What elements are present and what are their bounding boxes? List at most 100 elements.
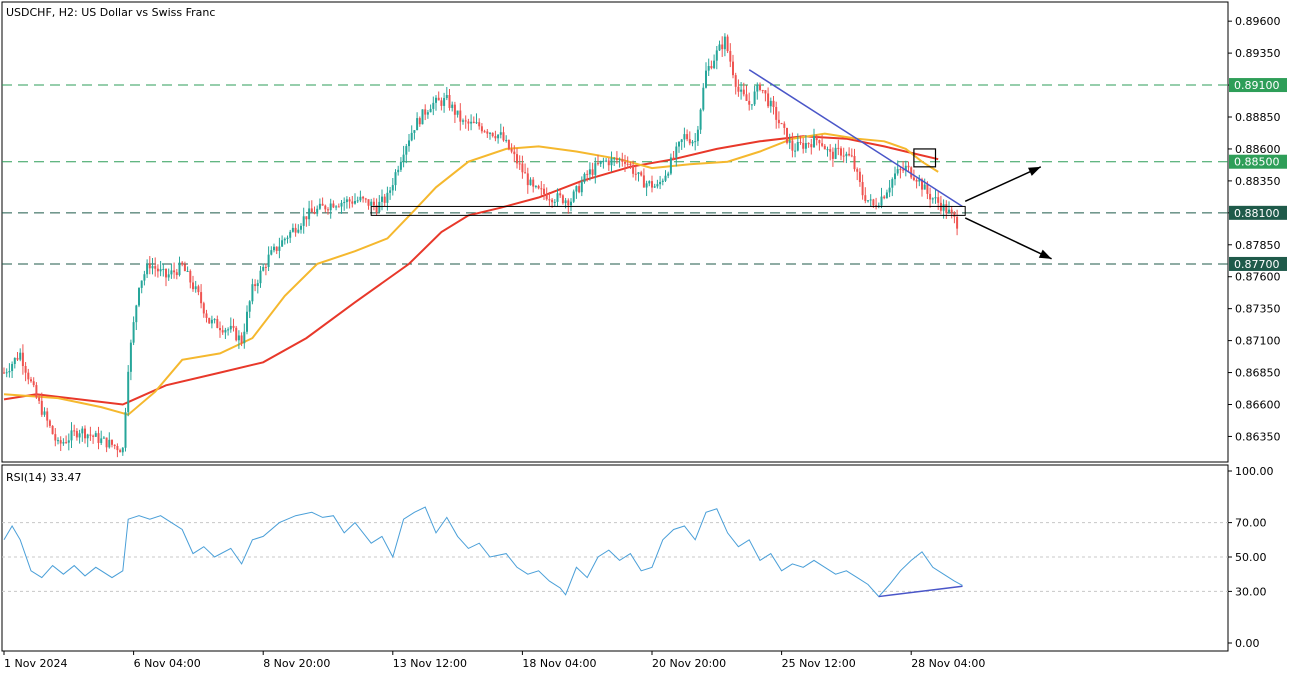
candle-body [764,90,767,94]
candle-body [848,153,851,156]
candle-body [721,44,724,50]
candle-body [597,163,599,165]
candle-body [200,292,203,304]
rsi-tick-label: 30.00 [1235,585,1267,598]
candle-body [864,195,867,202]
candle-body [586,173,589,175]
candle-body [148,264,151,269]
price-tick-label: 0.87100 [1235,335,1281,348]
candle-body [302,216,305,226]
candle-body [186,271,189,273]
projection-arrow-line[interactable] [964,217,1052,260]
candle-body [837,147,840,149]
candle-body [35,385,38,398]
candle-body [389,190,392,193]
candle-body [453,104,456,115]
candle-body [769,100,772,107]
candle-body [669,157,672,174]
price-tick-label: 0.88600 [1235,143,1281,156]
candle-body [713,60,716,69]
level-price-label: 0.87700 [1234,258,1280,271]
candle-body [240,335,243,344]
candle-body [750,104,753,106]
rsi-line [3,506,963,598]
candle-body [772,100,775,107]
candle-body [894,173,896,180]
candle-body [97,433,100,443]
candle-body [659,181,662,185]
candle-body [62,442,65,444]
candle-body [497,134,500,139]
candle-body [931,198,934,200]
time-axis: 1 Nov 2024 6 Nov 04:00 8 Nov 20:00 13 Nov 1… [3,651,985,670]
candle-body [27,372,30,380]
candle-body [30,379,32,382]
level-price-box [1229,154,1287,169]
candle-body [561,195,564,204]
candle-body [256,283,259,287]
candle-body [675,146,678,158]
level-price-label: 0.89100 [1234,79,1280,92]
price-tick-label: 0.88850 [1235,111,1281,124]
candle-body [634,173,637,175]
candle-body [948,209,950,214]
candle-body [143,274,146,281]
rsi-tick-label: 100.00 [1235,465,1274,478]
candle-body [761,89,764,91]
candle-body [113,444,116,447]
candle-body [227,329,230,331]
candle-body [556,193,559,202]
candle-body [418,118,421,125]
candle-body [324,205,327,210]
candle-body [653,186,656,188]
ma-crossover-box[interactable] [913,148,937,168]
candle-body [11,363,14,372]
candle-body [575,186,578,192]
rsi-tick-label: 70.00 [1235,517,1267,530]
candle-body [65,442,68,444]
candle-body [140,280,143,288]
candle-body [281,240,284,247]
candle-body [202,303,205,314]
candle-body [246,311,248,332]
candle-body [375,205,378,213]
candle-body [486,131,489,134]
candle-body [59,440,62,444]
candle-body [777,119,780,124]
candle-body [16,357,19,360]
candle-body [224,329,227,333]
candle-body [413,130,416,133]
candle-body [699,109,702,130]
candle-body [135,305,138,323]
level-price-label: 0.88100 [1234,207,1280,220]
candle-body [219,327,221,331]
candle-body [116,446,119,451]
candle-body [21,352,24,367]
candle-body [354,201,356,204]
candle-body [232,325,235,328]
candle-body [173,270,176,273]
candle-body [891,179,894,188]
projection-arrow-line[interactable] [964,166,1042,203]
candle-body [594,163,597,175]
candle-body [588,169,591,175]
candle-body [270,250,273,255]
candle-body [491,132,494,137]
candle-body [154,266,157,269]
candle-body [162,268,165,270]
candle-body [902,169,905,171]
rsi-divergence-line[interactable] [878,585,963,598]
candle-body [918,179,921,182]
candle-body [934,197,937,199]
descending-trendline[interactable] [748,69,963,208]
rsi-pane [1,464,1229,652]
support-zone-rectangle[interactable] [370,205,966,216]
candle-body [129,342,132,372]
moving-average-fast-line [3,132,939,416]
candle-body [745,94,748,101]
candle-body [337,206,340,208]
candle-body [451,104,454,108]
candle-body [718,44,721,51]
candle-body [740,89,743,92]
moving-averages [3,132,939,416]
